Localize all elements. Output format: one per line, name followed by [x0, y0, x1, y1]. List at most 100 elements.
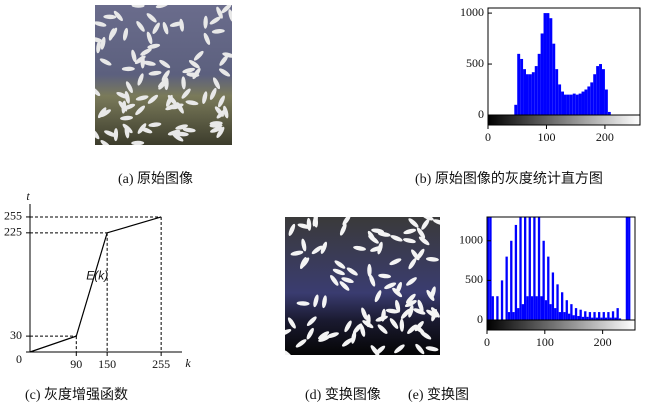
rice-grain — [95, 128, 100, 140]
y-tick-label: 30 — [10, 328, 22, 342]
rice-grain — [344, 320, 352, 333]
rice-grain — [131, 49, 137, 63]
rice-grain — [162, 21, 169, 35]
bar — [602, 312, 605, 320]
rice-grain — [330, 274, 339, 286]
colorbar — [487, 114, 641, 126]
bar — [514, 104, 518, 115]
rice-grain — [432, 219, 440, 226]
y-tick-label: 0 — [16, 352, 22, 366]
rice-grain — [362, 320, 374, 329]
rice-grain — [346, 267, 358, 276]
bar — [543, 13, 547, 115]
rice-grain — [210, 126, 223, 133]
bar — [593, 74, 597, 115]
rice-grain — [370, 345, 380, 355]
rice-grain — [155, 5, 169, 9]
rice-grain — [395, 299, 401, 313]
bar — [599, 64, 602, 115]
rice-grain — [216, 126, 225, 139]
rice-grain — [403, 228, 417, 235]
bar — [547, 256, 550, 320]
bar — [581, 316, 585, 320]
y-tick-label: 225 — [4, 225, 22, 239]
rice-grain — [120, 115, 134, 121]
bar — [554, 308, 557, 320]
rice-grain — [137, 73, 144, 86]
rice-grain — [416, 227, 426, 239]
bar — [563, 312, 566, 320]
rice-grain — [146, 13, 157, 23]
rice-grain — [311, 245, 323, 255]
rice-grain — [389, 318, 399, 329]
bar — [552, 43, 556, 115]
bar — [566, 94, 570, 115]
rice-grain — [374, 290, 382, 303]
bar — [587, 86, 591, 115]
bar — [528, 217, 531, 320]
bar — [540, 33, 544, 115]
rice-grain — [137, 123, 147, 134]
bar — [535, 296, 538, 320]
rice-grain — [211, 29, 225, 34]
bar — [591, 317, 594, 320]
bar — [523, 69, 526, 115]
bar — [505, 256, 508, 320]
bar — [500, 280, 504, 320]
bar — [521, 304, 524, 320]
rice-grain — [113, 128, 119, 142]
bar — [609, 317, 612, 320]
bar — [561, 91, 564, 115]
rice-grain — [216, 109, 227, 119]
rice-grain — [377, 241, 383, 255]
y-tick-label: 0 — [477, 312, 483, 326]
y-tick-label: 1000 — [459, 233, 483, 247]
bar — [524, 217, 527, 320]
x-tick-label: 100 — [536, 335, 554, 349]
rice-grain — [352, 323, 363, 334]
bar — [517, 308, 520, 320]
rice-grain — [351, 330, 357, 344]
rice-grain — [405, 293, 416, 304]
rice-grain — [341, 338, 353, 347]
rice-grain — [421, 218, 430, 230]
rice-grain — [313, 294, 319, 308]
rice-grain — [209, 16, 221, 25]
bar — [549, 18, 553, 115]
rice-grain — [152, 22, 160, 35]
caption: (e) 变换图 — [408, 386, 469, 403]
x-tick-label: 200 — [596, 130, 614, 144]
rice-grain — [400, 308, 411, 319]
rice-grain — [161, 70, 170, 82]
bar — [596, 66, 600, 115]
caption: (a) 原始图像 — [118, 171, 193, 187]
rice-grain — [425, 346, 439, 352]
bar — [520, 58, 524, 115]
rice-grain — [100, 139, 111, 145]
rice-grain — [296, 301, 310, 306]
bar — [540, 296, 543, 320]
rice-grain — [96, 40, 101, 54]
rice-grain — [408, 218, 419, 228]
rice-grain — [209, 121, 223, 126]
rice-grain — [172, 133, 184, 142]
bar — [614, 317, 617, 320]
bar — [572, 93, 576, 115]
rice-grain — [421, 217, 434, 221]
rice-grain — [426, 289, 435, 302]
rice-grain — [216, 6, 223, 19]
bar — [549, 304, 552, 320]
bar — [611, 311, 615, 320]
y-tick-label: 500 — [465, 272, 483, 286]
bar — [628, 217, 631, 320]
y-tick-label: 255 — [4, 209, 22, 223]
bar — [537, 53, 541, 115]
bar — [517, 53, 521, 115]
y-tick-label: 1000 — [460, 5, 484, 19]
rice-grain — [171, 103, 184, 110]
rice-grain — [394, 344, 405, 354]
bar — [616, 308, 619, 320]
x-tick-label: 200 — [594, 335, 612, 349]
bar — [537, 217, 541, 320]
rice-grain — [104, 130, 117, 137]
